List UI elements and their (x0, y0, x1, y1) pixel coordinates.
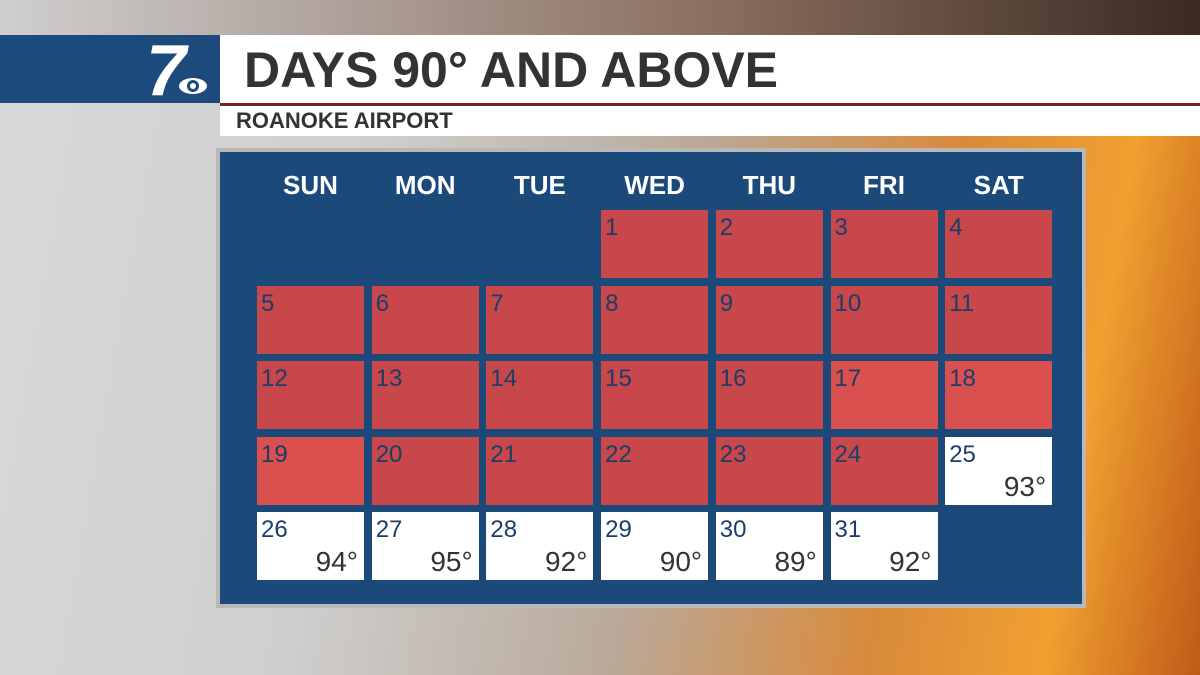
day-cell: 24 (830, 436, 938, 505)
day-number: 18 (949, 365, 976, 392)
temperature: 89° (774, 546, 817, 577)
day-number: 13 (375, 365, 403, 392)
day-number: 3 (834, 214, 848, 241)
weekday-label: FRI (863, 170, 905, 200)
day-number: 24 (834, 440, 862, 468)
day-cell: 18 (945, 361, 1053, 429)
day-cell: 25 93° (945, 436, 1053, 505)
logo: 7 (146, 31, 186, 111)
temperature: 90° (659, 546, 703, 577)
day-cell: 4 (945, 210, 1053, 278)
day-cell: 5 (257, 285, 364, 354)
day-number: 28 (490, 516, 518, 543)
day-cell: 30 89° (715, 512, 823, 580)
temperature: 94° (315, 546, 358, 577)
background-band (0, 0, 1200, 40)
day-number: 26 (261, 516, 288, 543)
day-number: 4 (949, 214, 963, 241)
day-cell: 7 (486, 285, 594, 354)
day-number: 23 (719, 440, 747, 468)
day-cell: 11 (945, 285, 1053, 354)
day-number: 10 (834, 289, 862, 317)
day-cell: 20 (371, 436, 479, 505)
weekday-label: THU (742, 170, 797, 200)
day-cell: 6 (371, 285, 479, 354)
day-number: 19 (261, 440, 288, 468)
day-number: 5 (261, 289, 275, 317)
day-number: 17 (834, 365, 862, 392)
day-cell: 10 (830, 285, 938, 354)
day-cell: 31 92° (830, 512, 938, 580)
day-cell: 9 (715, 285, 823, 354)
day-cell: 14 (486, 361, 594, 429)
temperature: 93° (1003, 470, 1047, 502)
day-cell: 8 (601, 285, 709, 354)
weekday-label: SUN (283, 170, 338, 200)
day-cell: 17 (830, 361, 938, 429)
subtitle: ROANOKE AIRPORT (236, 108, 453, 133)
day-cell: 1 (601, 210, 709, 278)
weekday-label: MON (394, 170, 456, 200)
day-cell: 15 (601, 361, 709, 429)
day-cell: 23 (715, 436, 823, 505)
day-number: 6 (375, 289, 390, 317)
divider (220, 103, 1200, 106)
day-number: 16 (719, 365, 747, 392)
day-number: 27 (375, 516, 403, 543)
day-number: 8 (605, 289, 619, 317)
day-number: 2 (719, 214, 734, 241)
day-cell: 3 (830, 210, 938, 278)
day-cell: 22 (601, 436, 709, 505)
temperature: 92° (545, 546, 588, 577)
day-number: 9 (719, 289, 734, 317)
day-number: 29 (605, 516, 632, 543)
day-number: 11 (949, 289, 975, 317)
day-number: 20 (375, 440, 403, 468)
temperature: 95° (430, 546, 473, 577)
logo-eye (179, 78, 207, 94)
day-number: 25 (949, 440, 976, 468)
weekday-label: SAT (973, 170, 1024, 200)
day-cell: 26 94° (257, 512, 364, 580)
day-cell: 13 (371, 361, 479, 429)
subtitle-bar (220, 106, 1200, 136)
day-number: 21 (490, 440, 518, 468)
title: DAYS 90° AND ABOVE (244, 42, 779, 98)
day-number: 15 (605, 365, 632, 392)
weekday-label: WED (624, 170, 685, 200)
day-number: 1 (605, 214, 619, 241)
day-number: 30 (719, 516, 747, 543)
day-number: 22 (605, 440, 632, 468)
day-cell: 19 (257, 436, 364, 505)
title-bar (220, 35, 1200, 103)
temperature: 92° (889, 546, 932, 577)
day-number: 12 (261, 365, 288, 392)
day-cell: 2 (715, 210, 823, 278)
day-number: 14 (490, 365, 518, 392)
day-cell: 27 95° (371, 512, 479, 580)
day-cell: 29 90° (601, 512, 709, 580)
day-cell: 21 (486, 436, 594, 505)
day-cell: 28 92° (486, 512, 594, 580)
day-number: 31 (834, 516, 862, 543)
weekday-label: TUE (513, 170, 566, 200)
day-cell: 16 (715, 361, 823, 429)
day-number: 7 (490, 289, 504, 317)
day-cell: 12 (257, 361, 364, 429)
